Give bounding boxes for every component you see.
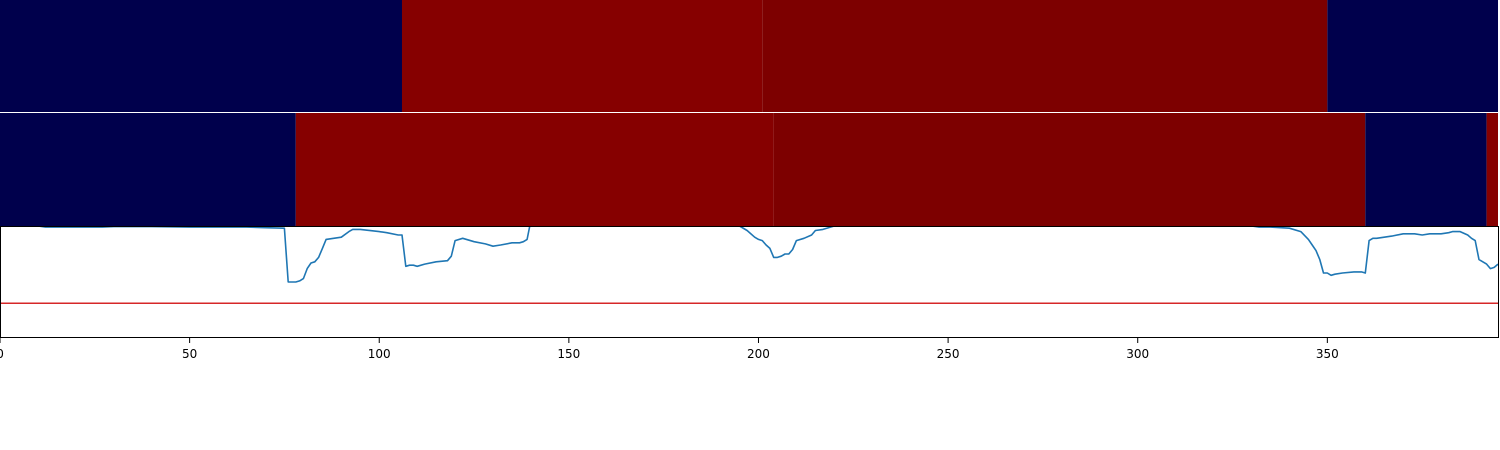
plot-frame [0,226,1499,338]
x-tick-label-4: 200 [747,347,770,361]
plot-background [0,226,1500,338]
band-layer [0,0,1498,226]
x-tick-label-6: 300 [1126,347,1149,361]
x-tick-label-1: 50 [182,347,197,361]
x-tick-label-3: 150 [557,347,580,361]
x-axis: 0 50 100 150 200 250 300 350 [0,338,1339,361]
x-tick-label-5: 250 [937,347,960,361]
band-1-segment-3 [1365,113,1487,226]
band-1-segment-2 [773,113,1366,226]
series-layer [37,219,1499,283]
band-1-segment-0 [0,113,296,226]
x-tick-label-7: 350 [1316,347,1339,361]
series-line-0 [37,219,1499,283]
band-1-segment-1 [295,113,774,226]
band-0-segment-3 [1327,0,1498,112]
x-tick-label-0: 0 [0,347,4,361]
band-0-segment-2 [762,0,1328,112]
band-0-segment-0 [0,0,402,112]
band-1-segment-4 [1486,113,1498,226]
x-tick-label-2: 100 [368,347,391,361]
band-0-segment-1 [401,0,763,112]
